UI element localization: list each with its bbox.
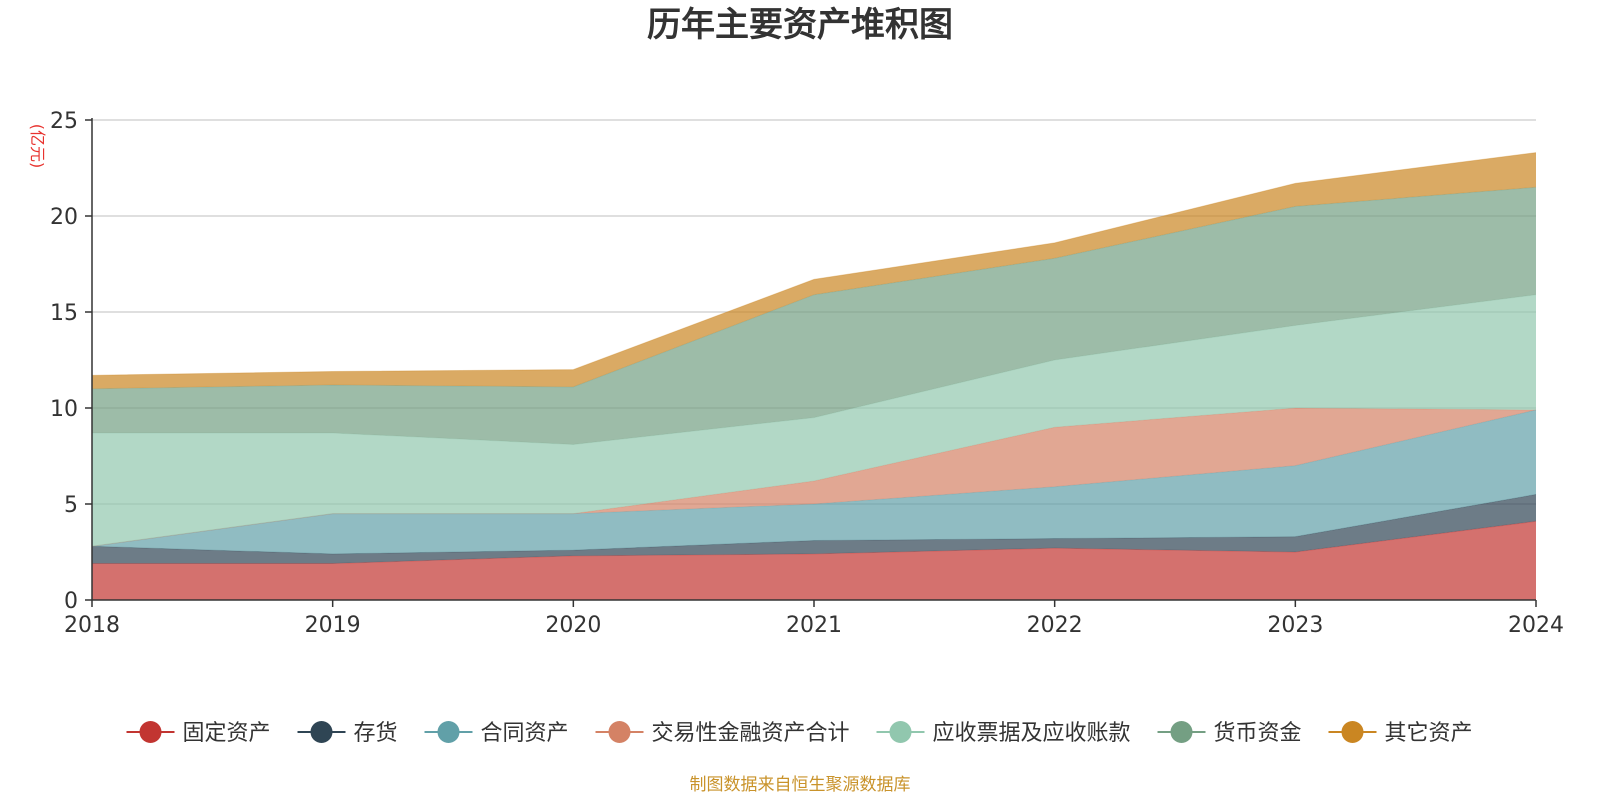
legend-circle-icon (310, 721, 333, 743)
legend-item-3: 合同资产 (424, 721, 569, 746)
legend-label: 其它资产 (1385, 721, 1473, 746)
legend-circle-icon (139, 721, 162, 743)
area-series-1 (92, 521, 1536, 600)
area-series-7 (92, 152, 1536, 389)
legend-circle-icon (889, 721, 912, 743)
x-tick-label: 2020 (545, 613, 601, 638)
area-series-6 (92, 187, 1536, 445)
legend-item-7: 其它资产 (1328, 721, 1473, 746)
legend-item-5: 应收票据及应收账款 (876, 721, 1131, 746)
y-tick-label: 15 (50, 301, 78, 326)
chart-title: 历年主要资产堆积图 (647, 5, 953, 45)
legend-label: 货币资金 (1214, 721, 1302, 746)
y-tick-label: 25 (50, 109, 78, 134)
legend-item-2: 存货 (297, 721, 398, 746)
legend-label: 交易性金融资产合计 (652, 721, 850, 746)
axes: 0 5 10 15 20 25 2018 2019 2020 2021 2022 2023 2024 (50, 109, 1564, 638)
x-tick-label: 2022 (1027, 613, 1083, 638)
area-top-line-7 (91, 152, 1537, 376)
y-axis-unit-label: (亿元) (28, 124, 47, 169)
area-series-3 (92, 409, 1536, 554)
x-tick-label: 2024 (1508, 613, 1564, 638)
source-note: 制图数据来自恒生聚源数据库 (690, 775, 911, 795)
x-tick-label: 2023 (1267, 613, 1323, 638)
legend-item-6: 货币资金 (1157, 721, 1302, 746)
area-series-group (91, 152, 1537, 600)
legend-circle-icon (608, 721, 631, 743)
y-tick-label: 0 (64, 589, 78, 614)
legend-label: 固定资产 (183, 721, 271, 746)
legend-label: 应收票据及应收账款 (933, 721, 1131, 746)
y-tick-label: 5 (64, 493, 78, 518)
legend-circle-icon (437, 721, 460, 743)
legend-label: 合同资产 (481, 721, 569, 746)
legend-circle-icon (1341, 721, 1364, 743)
area-series-4 (92, 408, 1536, 547)
y-tick-label: 10 (50, 397, 78, 422)
area-series-5 (92, 294, 1536, 547)
area-series-2 (92, 494, 1536, 564)
legend-circle-icon (1170, 721, 1193, 743)
legend: 固定资产 存货 合同资产 交易性金融资产合计 应收票据及应收账款 货币资金 其它资产 (126, 721, 1473, 746)
x-tick-label: 2018 (64, 613, 120, 638)
x-tick-label: 2021 (786, 613, 842, 638)
legend-label: 存货 (354, 721, 398, 746)
y-tick-label: 20 (50, 205, 78, 230)
legend-item-1: 固定资产 (126, 721, 271, 746)
x-tick-label: 2019 (305, 613, 361, 638)
legend-item-4: 交易性金融资产合计 (595, 721, 850, 746)
